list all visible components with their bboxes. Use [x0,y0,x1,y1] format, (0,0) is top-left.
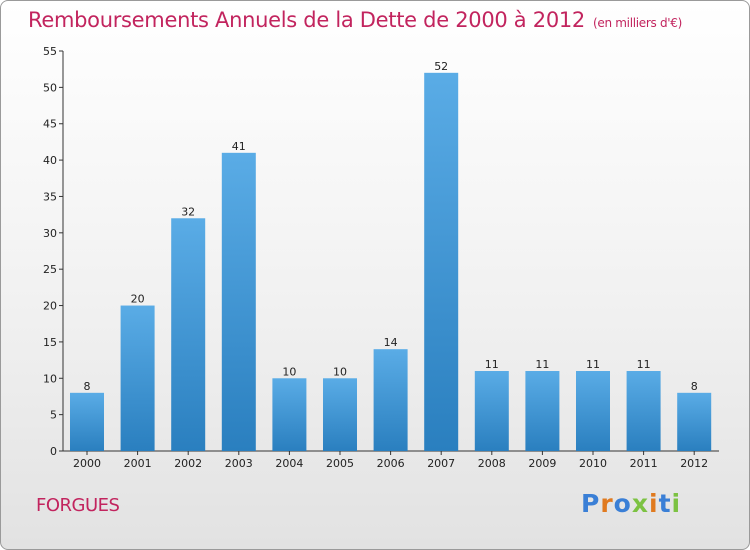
y-tick-label: 50 [43,81,57,94]
chart-title-unit: (en milliers d'€) [593,16,683,30]
x-tick-label-2003: 2003 [225,457,253,470]
y-tick-label: 20 [43,300,57,313]
x-tick-label-2004: 2004 [275,457,303,470]
bar-2005 [323,378,357,451]
y-tick-label: 30 [43,227,57,240]
data-label-2011: 11 [637,358,651,371]
bar-2009 [525,371,560,451]
logo-letter: P [581,489,601,518]
y-tick-label: 45 [43,118,57,131]
bar-2003 [221,152,256,451]
bar-2002 [171,218,206,451]
bar-2012 [677,392,712,451]
x-tick-label-2006: 2006 [377,457,405,470]
logo-letter: t [658,489,672,518]
data-label-2006: 14 [384,336,398,349]
bar-2006 [373,349,408,451]
data-label-2007: 52 [434,60,448,73]
bar-2004 [272,378,307,451]
data-label-2012: 8 [691,380,698,393]
y-tick-label: 40 [43,154,57,167]
bar-2011 [626,371,661,451]
data-label-2002: 32 [181,205,195,218]
x-tick-label-2001: 2001 [124,457,152,470]
data-label-2005: 10 [333,365,347,378]
logo-letter: r [600,489,614,518]
y-tick-label: 0 [50,445,57,458]
y-tick-label: 5 [50,409,57,422]
data-label-2008: 11 [485,358,499,371]
data-label-2000: 8 [84,380,91,393]
x-tick-label-2012: 2012 [680,457,708,470]
data-label-2009: 11 [535,358,549,371]
bar-2008 [474,371,509,451]
x-tick-label-2010: 2010 [579,457,607,470]
bar-2000 [70,392,104,451]
chart-title-text: Remboursements Annuels de la Dette de 20… [28,8,585,32]
chart-title: Remboursements Annuels de la Dette de 20… [28,8,682,32]
bar-2007 [424,72,459,452]
commune-name: FORGUES [36,495,120,516]
data-label-2003: 41 [232,140,246,153]
proxiti-logo: Proxiti [581,489,681,518]
x-tick-label-2007: 2007 [427,457,455,470]
data-label-2001: 20 [131,293,145,306]
x-tick-label-2002: 2002 [174,457,202,470]
y-tick-label: 55 [43,45,57,58]
logo-letter: x [631,489,649,518]
data-label-2010: 11 [586,358,600,371]
logo-letter: i [671,489,682,518]
x-tick-label-2000: 2000 [73,457,101,470]
x-tick-label-2005: 2005 [326,457,354,470]
bar-2010 [576,371,610,451]
logo-letter: i [649,489,659,518]
y-tick-label: 25 [43,263,57,276]
x-tick-label-2011: 2011 [630,457,658,470]
logo-letter: o [613,489,632,518]
bar-2001 [120,305,155,451]
y-tick-label: 10 [43,372,57,385]
y-tick-label: 15 [43,336,57,349]
data-label-2004: 10 [282,365,296,378]
y-tick-label: 35 [43,190,57,203]
x-tick-label-2008: 2008 [478,457,506,470]
x-tick-label-2009: 2009 [528,457,556,470]
